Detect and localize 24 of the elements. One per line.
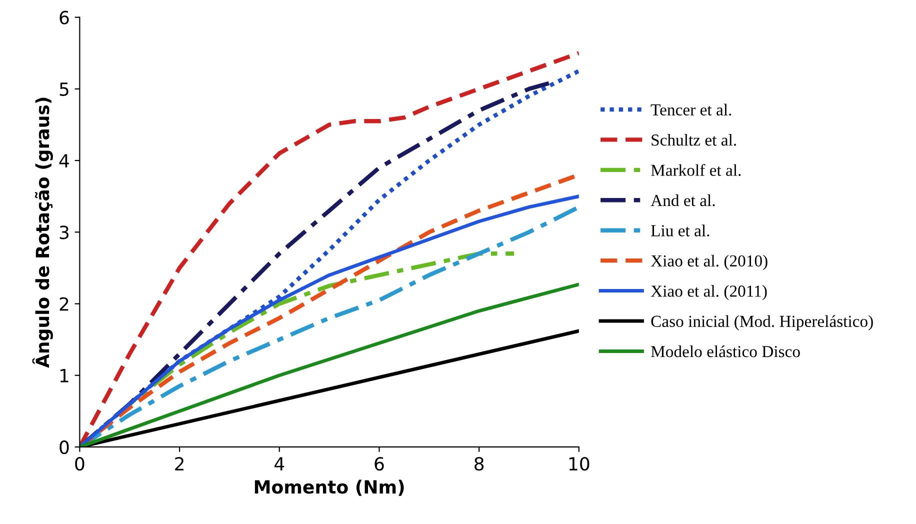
legend-label: Xiao et al. (2010) (650, 254, 768, 270)
y-tick-label: 5 (60, 82, 68, 96)
x-tick-label: 0 (75, 457, 84, 471)
y-axis-title: Ângulo de Rotação (graus) (32, 98, 53, 368)
legend-label: Caso inicial (Mod. Hiperelástico) (651, 315, 873, 330)
x-tick-label: 4 (274, 457, 284, 470)
y-tick-label: 0 (60, 440, 69, 454)
x-tick-label: 6 (374, 457, 384, 471)
legend-label: Modelo elástico Disco (651, 345, 800, 358)
legend-label: Tencer et al. (650, 104, 732, 116)
y-tick-label: 4 (59, 154, 69, 168)
legend-label: Liu et al. (651, 224, 710, 236)
x-tick-label: 2 (175, 457, 184, 470)
y-tick-label: 1 (60, 369, 68, 382)
legend-label: And et al. (650, 194, 715, 206)
y-tick-label: 3 (60, 226, 69, 240)
x-tick-label: 8 (474, 457, 484, 471)
legend-label: Markolf et al. (651, 164, 741, 176)
x-axis-title: Momento (Nm) (254, 480, 404, 496)
y-tick-label: 6 (60, 10, 69, 24)
legend-label: Schultz et al. (652, 134, 736, 146)
y-tick-label: 2 (60, 297, 68, 311)
x-tick-label: 10 (569, 457, 590, 471)
legend-label: Xiao et al. (2011) (650, 285, 767, 300)
